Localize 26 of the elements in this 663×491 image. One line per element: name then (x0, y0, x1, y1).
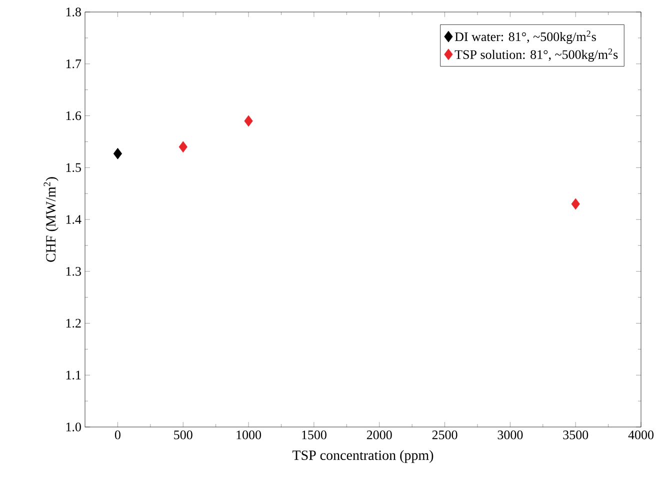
x-tick-label: 500 (174, 430, 192, 440)
x-tick-label: 3000 (498, 430, 523, 440)
x-tick-label: 2000 (366, 430, 392, 440)
point (244, 115, 253, 127)
x-tick-label: 4000 (628, 430, 654, 440)
x-tick-label: 0 (114, 430, 120, 440)
y-tick-label: 1.5 (66, 163, 81, 172)
point (113, 148, 122, 160)
x-tick-label: 2500 (432, 430, 458, 440)
x-tick-label: 3500 (563, 430, 588, 440)
y-tick-label: 1.8 (66, 8, 81, 16)
point (178, 141, 188, 153)
y-tick-label: 1.1 (66, 370, 81, 380)
y-axis-title: CHF (MW/m$^{2}$) (44, 177, 58, 262)
y-tick-label: 1.4 (66, 215, 82, 224)
x-tick-label: 1000 (236, 430, 262, 440)
x-axis-title: TSP concentration (ppm) (292, 450, 434, 463)
y-tick-label: 1.3 (66, 266, 81, 276)
legend-label: DI water: 81°, ~500kg/m$^{2}$s (454, 30, 596, 44)
y-tick-label: 1.0 (66, 422, 81, 432)
y-tick-label: 1.7 (66, 59, 82, 68)
y-tick-label: 1.6 (66, 111, 82, 120)
legend-label: TSP solution: 81°, ~500kg/m$^{2}$s (454, 48, 618, 62)
x-tick-label: 1500 (302, 430, 326, 440)
point (571, 198, 580, 210)
y-tick-label: 1.2 (66, 318, 81, 328)
